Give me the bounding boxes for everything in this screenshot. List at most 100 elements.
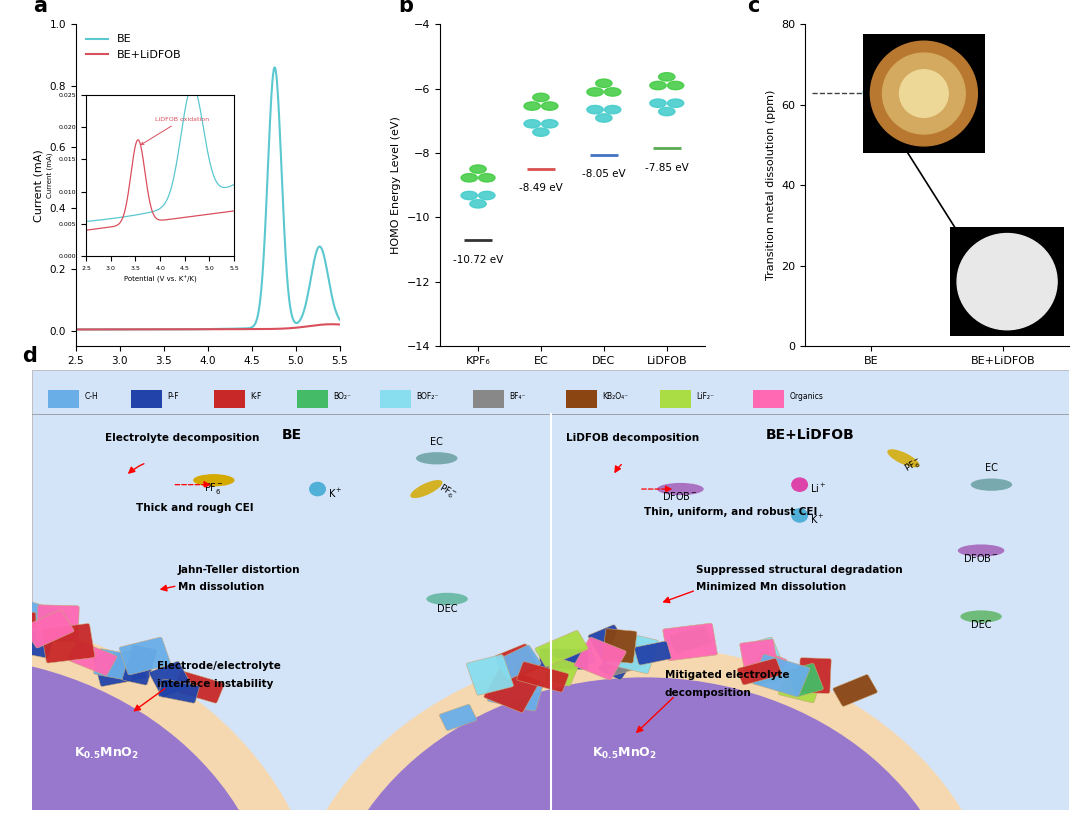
BE+LiDFOB <box>85 325 98 335</box>
Circle shape <box>667 99 684 107</box>
Text: BE+LiDFOB: BE+LiDFOB <box>766 427 854 441</box>
Circle shape <box>478 173 495 182</box>
Circle shape <box>286 647 1002 814</box>
FancyBboxPatch shape <box>131 390 162 408</box>
Y-axis label: Current (mA): Current (mA) <box>33 149 44 221</box>
FancyBboxPatch shape <box>467 654 513 695</box>
FancyBboxPatch shape <box>15 601 68 641</box>
FancyBboxPatch shape <box>173 671 225 703</box>
BE <box>334 315 347 325</box>
FancyBboxPatch shape <box>32 370 1069 810</box>
FancyBboxPatch shape <box>48 390 79 408</box>
BE <box>297 308 310 317</box>
Text: Electrode/electrolyte: Electrode/electrolyte <box>157 661 281 672</box>
Text: Thin, uniform, and robust CEI: Thin, uniform, and robust CEI <box>644 507 818 518</box>
FancyBboxPatch shape <box>122 645 158 685</box>
Point <box>995 300 1012 313</box>
FancyBboxPatch shape <box>0 612 36 629</box>
FancyBboxPatch shape <box>380 390 410 408</box>
Text: a: a <box>33 0 48 15</box>
FancyBboxPatch shape <box>37 605 79 642</box>
Ellipse shape <box>888 449 919 467</box>
FancyBboxPatch shape <box>607 631 659 674</box>
Text: interface instability: interface instability <box>157 679 273 689</box>
Text: KB₂O₄⁻: KB₂O₄⁻ <box>603 392 629 401</box>
Line: BE: BE <box>76 68 340 330</box>
Text: DEC: DEC <box>971 619 991 629</box>
FancyBboxPatch shape <box>598 637 643 680</box>
Circle shape <box>605 106 621 114</box>
FancyBboxPatch shape <box>3 626 54 658</box>
Circle shape <box>650 81 666 90</box>
Text: K$^+$: K$^+$ <box>328 487 342 500</box>
FancyBboxPatch shape <box>119 637 171 675</box>
Circle shape <box>461 173 477 182</box>
Circle shape <box>524 102 540 110</box>
Text: Thick and rough CEI: Thick and rough CEI <box>136 503 254 513</box>
BE <box>222 324 235 334</box>
BE <box>270 70 283 80</box>
Text: $\mathbf{K_{0.5}MnO_2}$: $\mathbf{K_{0.5}MnO_2}$ <box>592 746 658 761</box>
Circle shape <box>605 88 621 96</box>
BE <box>238 324 251 334</box>
Circle shape <box>596 114 612 122</box>
FancyBboxPatch shape <box>599 637 647 676</box>
Circle shape <box>667 81 684 90</box>
FancyBboxPatch shape <box>41 624 95 663</box>
Ellipse shape <box>971 479 1012 491</box>
Circle shape <box>586 88 604 96</box>
Text: -10.72 eV: -10.72 eV <box>453 255 503 265</box>
FancyBboxPatch shape <box>544 657 579 686</box>
FancyBboxPatch shape <box>660 390 691 408</box>
Text: C-H: C-H <box>84 392 98 401</box>
FancyBboxPatch shape <box>738 659 782 685</box>
Circle shape <box>650 99 666 107</box>
FancyBboxPatch shape <box>484 666 540 712</box>
Text: Mn dissolution: Mn dissolution <box>177 582 264 592</box>
Text: Mitigated electrolyte: Mitigated electrolyte <box>665 670 789 680</box>
Circle shape <box>792 509 808 522</box>
Text: -8.05 eV: -8.05 eV <box>582 169 625 179</box>
BE+LiDFOB <box>238 324 251 334</box>
Circle shape <box>470 165 486 173</box>
FancyBboxPatch shape <box>575 637 626 680</box>
FancyBboxPatch shape <box>752 654 810 697</box>
Circle shape <box>659 107 675 116</box>
BE <box>230 324 243 334</box>
FancyBboxPatch shape <box>440 704 476 730</box>
Text: Suppressed structural degradation: Suppressed structural degradation <box>696 565 903 575</box>
Circle shape <box>532 128 549 136</box>
FancyBboxPatch shape <box>663 624 717 661</box>
BE+LiDFOB <box>270 324 283 334</box>
FancyBboxPatch shape <box>799 658 832 694</box>
Text: BOF₂⁻: BOF₂⁻ <box>416 392 438 401</box>
BE <box>268 63 281 72</box>
FancyBboxPatch shape <box>297 390 328 408</box>
FancyBboxPatch shape <box>487 676 542 711</box>
Text: LiF₂⁻: LiF₂⁻ <box>696 392 714 401</box>
FancyBboxPatch shape <box>540 649 589 670</box>
FancyBboxPatch shape <box>546 646 596 674</box>
Text: Electrolyte decomposition: Electrolyte decomposition <box>105 433 259 443</box>
Ellipse shape <box>416 452 458 465</box>
BE+LiDFOB <box>325 319 338 329</box>
Text: Li$^+$: Li$^+$ <box>810 483 826 496</box>
BE <box>69 325 82 335</box>
Text: BF₄⁻: BF₄⁻ <box>510 392 526 401</box>
Text: P-F: P-F <box>167 392 179 401</box>
Circle shape <box>470 199 486 208</box>
Circle shape <box>596 79 612 87</box>
Circle shape <box>541 102 558 110</box>
Circle shape <box>524 120 540 128</box>
BE+LiDFOB <box>69 325 82 335</box>
FancyBboxPatch shape <box>753 390 784 408</box>
FancyBboxPatch shape <box>786 663 823 697</box>
BE+LiDFOB <box>230 324 243 334</box>
Text: BO₂⁻: BO₂⁻ <box>333 392 351 401</box>
Text: Minimized Mn dissolution: Minimized Mn dissolution <box>696 582 846 592</box>
Text: decomposition: decomposition <box>665 688 752 698</box>
Ellipse shape <box>960 610 1002 623</box>
Text: DFOB$^-$: DFOB$^-$ <box>963 552 999 563</box>
Circle shape <box>792 478 808 491</box>
Circle shape <box>461 191 477 199</box>
